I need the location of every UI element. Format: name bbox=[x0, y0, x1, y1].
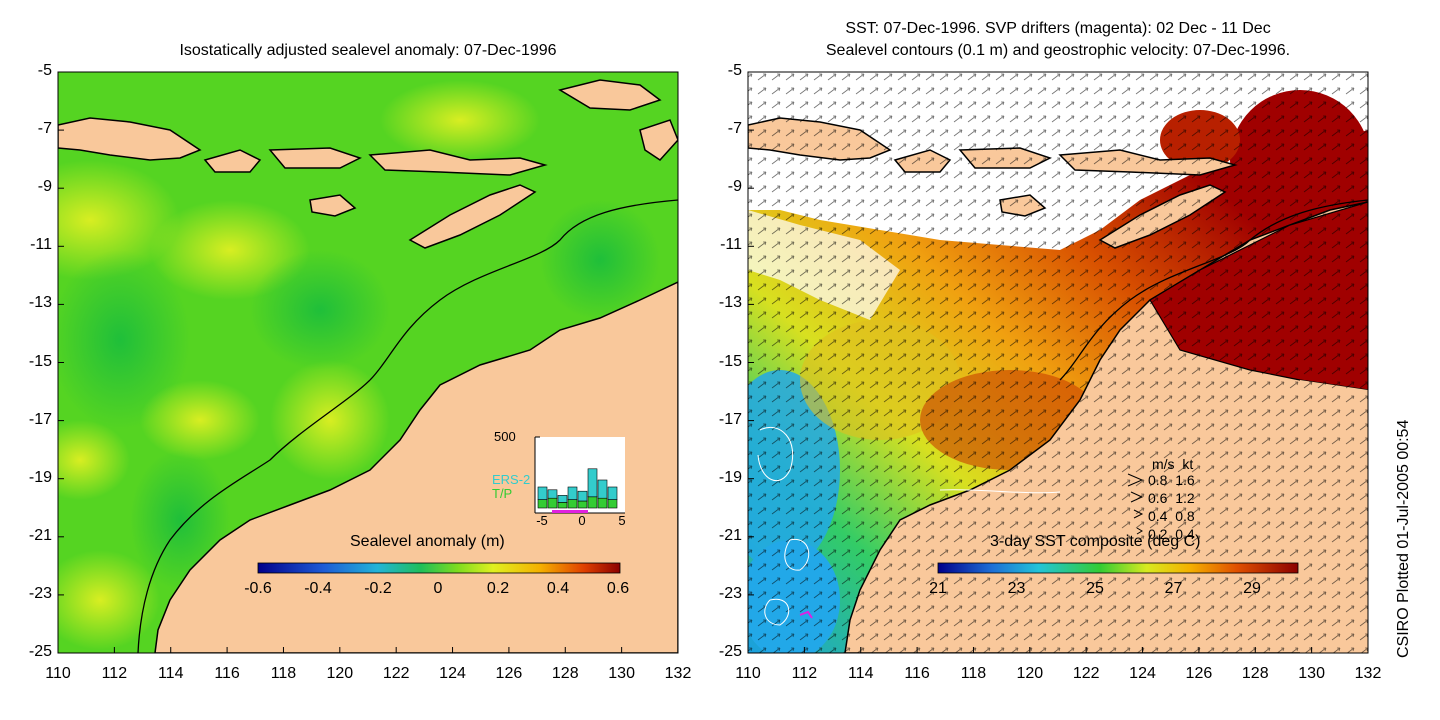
left-xtick-label: 114 bbox=[157, 665, 184, 682]
right-ytick-label: -5 bbox=[727, 62, 742, 79]
left-xtick-label: 130 bbox=[608, 665, 635, 682]
right-ytick-label: -17 bbox=[718, 410, 742, 428]
histogram-bar-ers2 bbox=[547, 489, 558, 499]
histogram-xtick-label: -5 bbox=[536, 513, 548, 528]
right-ytick-label: -11 bbox=[720, 236, 742, 254]
altimeter-histogram bbox=[534, 436, 625, 514]
left-xtick-label: 122 bbox=[382, 665, 410, 682]
histogram-bar-tp bbox=[587, 496, 598, 509]
right-colorbar-tick: 21 bbox=[929, 580, 947, 597]
velocity-legend-row: 0.8 1.6 bbox=[1148, 472, 1195, 488]
left-ytick-label: -7 bbox=[37, 120, 52, 138]
right-ytick-label: -25 bbox=[718, 643, 742, 660]
right-colorbar-tick: 23 bbox=[1007, 580, 1026, 597]
right-xtick-label: 118 bbox=[960, 665, 987, 682]
left-ytick-label: -13 bbox=[28, 294, 52, 312]
right-xtick-label: 128 bbox=[1241, 665, 1269, 682]
histogram-bar-tp bbox=[557, 502, 568, 509]
histogram-bar-ers2 bbox=[597, 479, 608, 499]
histogram-legend-ers2: ERS-2 bbox=[492, 472, 531, 487]
right-xtick-label: 120 bbox=[1016, 665, 1044, 682]
right-colorbar-label: 3-day SST composite (deg C) bbox=[990, 533, 1201, 550]
left-colorbar-tick: -0.6 bbox=[244, 580, 272, 597]
left-xtick-label: 110 bbox=[45, 665, 71, 682]
right-xtick-label: 112 bbox=[791, 665, 818, 682]
right-xtick-label: 110 bbox=[735, 665, 761, 682]
right-ytick-label: -21 bbox=[718, 526, 742, 544]
left-xtick-label: 132 bbox=[664, 665, 692, 682]
left-xtick-label: 126 bbox=[495, 665, 523, 682]
left-ytick-label: -21 bbox=[28, 526, 52, 544]
right-ytick-label: -19 bbox=[718, 468, 742, 486]
histogram-bar-ers2 bbox=[607, 486, 618, 500]
left-ytick-label: -15 bbox=[28, 352, 52, 370]
left-colorbar-tick: 0.4 bbox=[546, 580, 570, 597]
right-xtick-label: 116 bbox=[904, 665, 930, 682]
right-colorbar-tick: 25 bbox=[1086, 580, 1104, 597]
histogram-xtick-label: 0 bbox=[578, 513, 586, 528]
histogram-bar-ers2 bbox=[537, 486, 548, 500]
left-ytick-label: -25 bbox=[28, 643, 52, 660]
left-colorbar-tick: 0 bbox=[433, 580, 443, 597]
right-ytick-label: -9 bbox=[727, 178, 742, 196]
right-map-frame bbox=[747, 71, 1369, 654]
right-xtick-label: 126 bbox=[1185, 665, 1213, 682]
left-xtick-label: 120 bbox=[326, 665, 354, 682]
left-colorbar-tick: -0.2 bbox=[364, 580, 392, 597]
right-panel-title-line1: SST: 07-Dec-1996. SVP drifters (magenta)… bbox=[845, 20, 1271, 37]
right-ytick-label: -7 bbox=[727, 120, 742, 138]
histogram-ymax-label: 500 bbox=[494, 429, 516, 444]
right-colorbar-tick: 29 bbox=[1243, 580, 1261, 597]
left-colorbar bbox=[257, 562, 621, 574]
velocity-legend-row: 0.2 0.4 bbox=[1148, 526, 1195, 542]
histogram-bar-ers2 bbox=[577, 490, 588, 502]
left-colorbar-tick: -0.4 bbox=[304, 580, 332, 597]
velocity-legend-arrows bbox=[1127, 473, 1144, 535]
histogram-bar-ers2 bbox=[557, 495, 568, 503]
histogram-bar-tp bbox=[537, 499, 548, 509]
left-xtick-label: 124 bbox=[439, 665, 466, 682]
left-map bbox=[58, 72, 678, 653]
histogram-bar-ers2 bbox=[587, 468, 598, 498]
right-xtick-label: 124 bbox=[1129, 665, 1156, 682]
right-ytick-label: -15 bbox=[718, 352, 742, 370]
velocity-legend-header: m/s kt bbox=[1152, 456, 1194, 472]
right-ytick-label: -13 bbox=[718, 294, 742, 312]
left-map-frame bbox=[57, 71, 679, 654]
left-ytick-label: -19 bbox=[28, 468, 52, 486]
left-ytick-label: -11 bbox=[30, 236, 52, 254]
histogram-legend-tp: T/P bbox=[492, 486, 513, 501]
histogram-xtick-label: 5 bbox=[618, 513, 626, 528]
left-xtick-label: 128 bbox=[551, 665, 579, 682]
histogram-bar-tp bbox=[567, 499, 578, 509]
right-xtick-label: 130 bbox=[1298, 665, 1325, 682]
left-xtick-label: 118 bbox=[270, 665, 297, 682]
left-xtick-label: 116 bbox=[214, 665, 240, 682]
histogram-bar-ers2 bbox=[567, 486, 578, 500]
right-xtick-label: 122 bbox=[1072, 665, 1100, 682]
left-colorbar-label: Sealevel anomaly (m) bbox=[350, 533, 505, 550]
right-map bbox=[748, 72, 1368, 653]
left-colorbar-tick: 0.6 bbox=[606, 580, 630, 597]
right-ytick-label: -23 bbox=[718, 584, 742, 602]
histogram-bar-tp bbox=[597, 497, 608, 509]
histogram-bar-tp bbox=[577, 500, 588, 509]
left-xtick-label: 112 bbox=[101, 665, 128, 682]
left-ytick-label: -9 bbox=[37, 178, 52, 196]
left-ytick-label: -23 bbox=[28, 584, 52, 602]
right-colorbar bbox=[937, 562, 1299, 574]
left-panel-title: Isostatically adjusted sealevel anomaly:… bbox=[179, 42, 557, 59]
velocity-legend-row: 0.6 1.2 bbox=[1148, 490, 1195, 506]
right-colorbar-tick: 27 bbox=[1164, 580, 1183, 597]
left-colorbar-tick: 0.2 bbox=[486, 580, 510, 597]
histogram-bar-tp bbox=[607, 499, 618, 509]
right-xtick-label: 132 bbox=[1354, 665, 1382, 682]
left-ytick-label: -5 bbox=[37, 62, 52, 79]
left-ytick-label: -17 bbox=[28, 410, 52, 428]
right-xtick-label: 114 bbox=[847, 665, 874, 682]
right-panel-title-line2: Sealevel contours (0.1 m) and geostrophi… bbox=[825, 42, 1291, 59]
histogram-bar-tp bbox=[547, 497, 558, 509]
credit-text: CSIRO Plotted 01-Jul-2005 00:54 bbox=[1395, 419, 1412, 658]
velocity-legend-row: 0.4 0.8 bbox=[1148, 508, 1195, 524]
